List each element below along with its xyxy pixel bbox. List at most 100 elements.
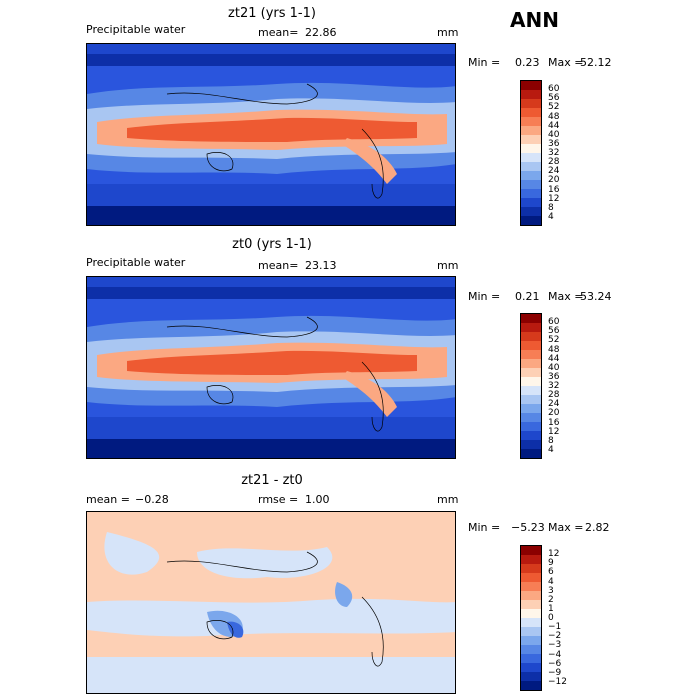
colorbar-tick-label: 36 [548, 138, 560, 149]
colorbar-tick-label: 60 [548, 317, 560, 328]
colorbar-tick-label: 32 [548, 148, 560, 158]
colorbar-swatch [521, 663, 541, 672]
panel-3-max-value: 2.82 [585, 521, 610, 534]
colorbar-swatch [521, 126, 541, 135]
panel-1-min-label: Min = [468, 56, 501, 69]
colorbar-tick-label: 3 [548, 585, 554, 596]
colorbar-tick-label: 36 [548, 371, 560, 382]
panel-3-contour-plot [87, 512, 455, 693]
colorbar-tick-label: −12 [548, 676, 567, 687]
panel-2-field-name: Precipitable water [86, 256, 186, 269]
colorbar-swatch [521, 314, 541, 323]
colorbar-tick-label: −6 [548, 658, 562, 669]
colorbar-tick-label: 28 [548, 390, 560, 401]
colorbar-tick-label: 0 [548, 613, 554, 623]
colorbar-tick-label: 24 [548, 399, 560, 410]
colorbar-tick-label: 16 [548, 417, 560, 428]
colorbar-tick-label: 1 [548, 603, 554, 614]
colorbar-swatch [521, 404, 541, 413]
colorbar-swatch [521, 108, 541, 117]
colorbar-swatch [521, 654, 541, 663]
colorbar-tick-label: 20 [548, 175, 560, 186]
colorbar-tick-label: 52 [548, 102, 560, 113]
panel-3-rmse-label: rmse = [258, 493, 299, 506]
colorbar-swatch [521, 422, 541, 431]
colorbar-swatch [521, 627, 541, 636]
panel-1-map [86, 43, 456, 226]
colorbar-swatch [521, 171, 541, 180]
colorbar-tick-label: 44 [548, 353, 560, 364]
colorbar-tick-label: 9 [548, 558, 554, 569]
colorbar-swatch [521, 618, 541, 627]
panel-1-max-label: Max = [548, 56, 584, 69]
panel-2-title: zt0 (yrs 1-1) [232, 237, 312, 252]
colorbar-tick-label: 56 [548, 93, 560, 104]
colorbar-swatch [521, 449, 541, 458]
colorbar-tick-label: 52 [548, 335, 560, 346]
colorbar-tick-label: −9 [548, 667, 562, 678]
colorbar-swatch [521, 564, 541, 573]
colorbar-swatch [521, 573, 541, 582]
panel-2-colorbar [520, 313, 542, 459]
colorbar-tick-label: 16 [548, 184, 560, 195]
colorbar-tick-label: 12 [548, 426, 560, 437]
colorbar-swatch [521, 341, 541, 350]
panel-2-mean-label: mean= [258, 259, 299, 272]
panel-1-contour-plot [87, 44, 455, 225]
panel-2-contour-plot [87, 277, 455, 458]
colorbar-swatch [521, 198, 541, 207]
colorbar-swatch [521, 377, 541, 386]
colorbar-tick-label: 8 [548, 202, 554, 213]
panel-2-min-value: 0.21 [515, 290, 540, 303]
panel-3-mean-label: mean = [86, 493, 130, 506]
colorbar-swatch [521, 582, 541, 591]
colorbar-swatch [521, 431, 541, 440]
colorbar-tick-label: 12 [548, 549, 560, 560]
panel-2-min-label: Min = [468, 290, 501, 303]
colorbar-swatch [521, 600, 541, 609]
panel-1-min-value: 0.23 [515, 56, 540, 69]
colorbar-swatch [521, 162, 541, 171]
panel-3-mean-value: −0.28 [135, 493, 169, 506]
colorbar-tick-label: 24 [548, 166, 560, 177]
colorbar-swatch [521, 546, 541, 555]
panel-3-units: mm [437, 493, 459, 506]
panel-3-title: zt21 - zt0 [241, 473, 303, 488]
colorbar-swatch [521, 440, 541, 449]
colorbar-swatch [521, 368, 541, 377]
colorbar-tick-label: −4 [548, 649, 562, 660]
panel-1-title: zt21 (yrs 1-1) [228, 6, 316, 21]
panel-3-min-label: Min = [468, 521, 501, 534]
colorbar-swatch [521, 359, 541, 368]
colorbar-swatch [521, 180, 541, 189]
colorbar-swatch [521, 386, 541, 395]
colorbar-tick-label: 60 [548, 84, 560, 95]
colorbar-tick-label: 4 [548, 576, 554, 587]
colorbar-swatch [521, 90, 541, 99]
panel-3-max-label: Max = [548, 521, 584, 534]
colorbar-swatch [521, 99, 541, 108]
colorbar-tick-label: 4 [548, 444, 554, 455]
panel-2-units: mm [437, 259, 459, 272]
panel-1-mean-value: 22.86 [305, 26, 337, 39]
colorbar-tick-label: −3 [548, 640, 562, 651]
colorbar-swatch [521, 609, 541, 618]
colorbar-tick-label: 2 [548, 594, 554, 605]
colorbar-tick-label: 12 [548, 193, 560, 204]
colorbar-tick-label: −2 [548, 631, 562, 642]
panel-1-colorbar [520, 80, 542, 226]
colorbar-tick-label: 44 [548, 120, 560, 131]
colorbar-tick-label: 48 [548, 344, 560, 355]
panel-3-map [86, 511, 456, 694]
colorbar-swatch [521, 81, 541, 90]
colorbar-swatch [521, 189, 541, 198]
colorbar-swatch [521, 645, 541, 654]
colorbar-swatch [521, 144, 541, 153]
panel-3-min-value: −5.23 [511, 521, 545, 534]
colorbar-swatch [521, 413, 541, 422]
colorbar-tick-label: 56 [548, 326, 560, 337]
colorbar-tick-label: 28 [548, 157, 560, 168]
colorbar-swatch [521, 591, 541, 600]
colorbar-tick-label: 8 [548, 435, 554, 446]
colorbar-swatch [521, 350, 541, 359]
